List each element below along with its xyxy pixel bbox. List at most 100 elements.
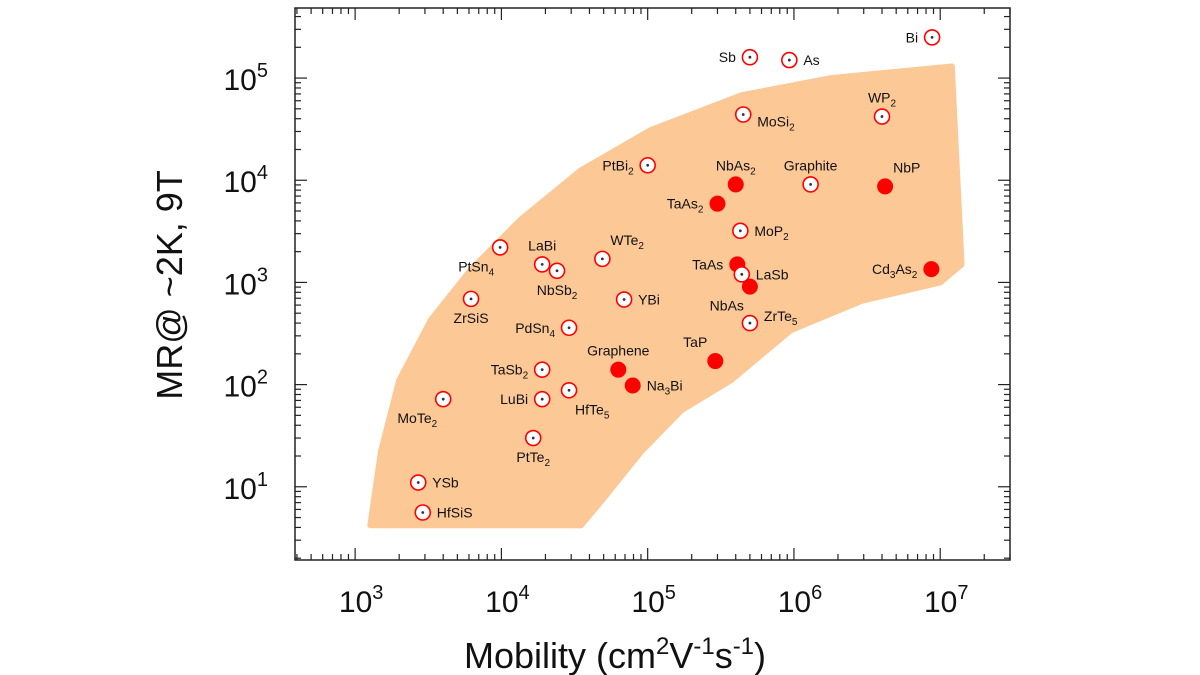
data-point-ptbi2: PtBi2 — [602, 157, 656, 177]
point-label: PdSn4 — [515, 320, 555, 340]
x-tick-label: 105 — [631, 582, 676, 619]
point-label: TaP — [683, 334, 707, 350]
y-tick-label: 103 — [224, 264, 269, 301]
marker-center-dot — [567, 326, 571, 330]
y-tick-label: 105 — [224, 60, 269, 97]
data-point-zrsis: ZrSiS — [454, 290, 489, 326]
point-label: TaAs — [692, 256, 723, 272]
data-point-mop2: MoP2 — [732, 222, 789, 243]
marker-center-dot — [748, 55, 752, 59]
x-tick-label: 107 — [924, 582, 969, 619]
marker-center-dot — [469, 297, 473, 301]
axis-ticks — [295, 8, 1011, 560]
filled-marker — [741, 278, 758, 295]
point-label: WTe2 — [610, 232, 644, 252]
point-label: Graphite — [784, 157, 838, 173]
data-point-na3bi: Na3Bi — [624, 377, 683, 397]
point-label: Na3Bi — [647, 377, 683, 397]
data-point-lubi: LuBi — [500, 390, 551, 408]
marker-center-dot — [555, 269, 559, 273]
point-label: TaAs2 — [667, 196, 704, 216]
data-point-nbas: NbAs — [710, 278, 758, 314]
data-point-wte2: WTe2 — [594, 232, 644, 268]
x-tick-label: 106 — [778, 582, 823, 619]
data-point-nbas2: NbAs2 — [716, 157, 756, 193]
tick-labels: 103 104 105 106 107 101 102 103 104 105 — [224, 60, 969, 619]
data-point-sb: Sb — [719, 48, 759, 66]
filled-marker — [624, 377, 641, 394]
point-label: NbSb2 — [537, 282, 578, 302]
point-label: ZrSiS — [454, 310, 489, 326]
data-point-hfsis: HfSiS — [414, 504, 473, 521]
point-label: Sb — [719, 49, 736, 65]
point-label: WP2 — [868, 90, 897, 110]
data-point-zrte5: ZrTe5 — [741, 308, 798, 332]
marker-center-dot — [600, 257, 604, 261]
filled-marker — [709, 195, 726, 212]
marker-center-dot — [421, 511, 425, 514]
marker-center-dot — [567, 388, 571, 392]
filled-marker — [923, 261, 940, 278]
x-tick-label: 104 — [485, 582, 530, 619]
data-point-wp2: WP2 — [868, 90, 897, 125]
y-axis-title: MR@ ~2K, 9T — [149, 170, 190, 400]
marker-center-dot — [741, 113, 745, 116]
data-point-lasb: LaSb — [733, 266, 789, 283]
shaded-region-layer — [367, 63, 965, 529]
data-point-ptsn4: PtSn4 — [458, 239, 509, 278]
data-point-tasb2: TaSb2 — [491, 361, 551, 382]
y-tick-label: 101 — [224, 469, 269, 506]
marker-center-dot — [540, 397, 544, 401]
data-point-pdsn4: PdSn4 — [515, 319, 578, 340]
point-label: Graphene — [587, 343, 649, 359]
point-label: ZrTe5 — [764, 308, 798, 328]
marker-center-dot — [809, 183, 813, 186]
data-point-nbsb2: NbSb2 — [537, 262, 578, 302]
data-point-labi: LaBi — [528, 237, 556, 273]
data-point-ysb: YSb — [409, 474, 459, 491]
data-point-hfte5: HfTe5 — [560, 381, 610, 421]
point-label: LaSb — [756, 266, 789, 282]
data-point-cd3as2: Cd3As2 — [872, 261, 940, 281]
marker-center-dot — [646, 163, 650, 167]
filled-marker — [877, 178, 894, 195]
point-label: Cd3As2 — [872, 261, 918, 281]
point-label: TaSb2 — [491, 362, 529, 382]
marker-center-dot — [498, 246, 502, 249]
data-point-graphite: Graphite — [784, 157, 838, 193]
marker-center-dot — [787, 58, 791, 62]
data-points: Bi Sb As WP2 MoSi2 PtBi2 NbAs2 TaAs2 Graphite NbP… — [397, 29, 941, 521]
point-label: Bi — [906, 29, 918, 45]
x-tick-label: 103 — [339, 582, 384, 619]
marker-center-dot — [740, 272, 744, 276]
marker-center-dot — [880, 115, 884, 118]
point-label: YSb — [432, 475, 459, 491]
point-label: HfTe5 — [575, 401, 610, 421]
marker-center-dot — [930, 36, 934, 39]
data-point-bi: Bi — [906, 29, 941, 46]
filled-marker — [610, 361, 627, 378]
filled-marker — [727, 176, 744, 193]
shaded-region — [367, 63, 965, 529]
point-label: NbAs2 — [716, 157, 756, 177]
point-label: YBi — [638, 292, 660, 308]
marker-center-dot — [540, 368, 544, 372]
marker-center-dot — [441, 397, 445, 401]
data-point-tap: TaP — [683, 334, 724, 370]
plot-frame — [294, 7, 1011, 561]
data-point-mosi2: MoSi2 — [734, 106, 795, 133]
point-label: MoTe2 — [397, 410, 437, 430]
point-label: MoP2 — [754, 223, 789, 243]
marker-center-dot — [748, 321, 752, 325]
point-label: NbP — [893, 159, 920, 175]
point-label: As — [803, 52, 819, 68]
data-point-as: As — [781, 51, 820, 69]
y-tick-label: 102 — [224, 367, 269, 404]
marker-center-dot — [540, 263, 544, 266]
marker-center-dot — [738, 229, 742, 233]
point-label: MoSi2 — [757, 113, 795, 133]
point-label: LaBi — [528, 237, 556, 253]
marker-center-dot — [416, 481, 420, 484]
point-label: LuBi — [500, 391, 528, 407]
